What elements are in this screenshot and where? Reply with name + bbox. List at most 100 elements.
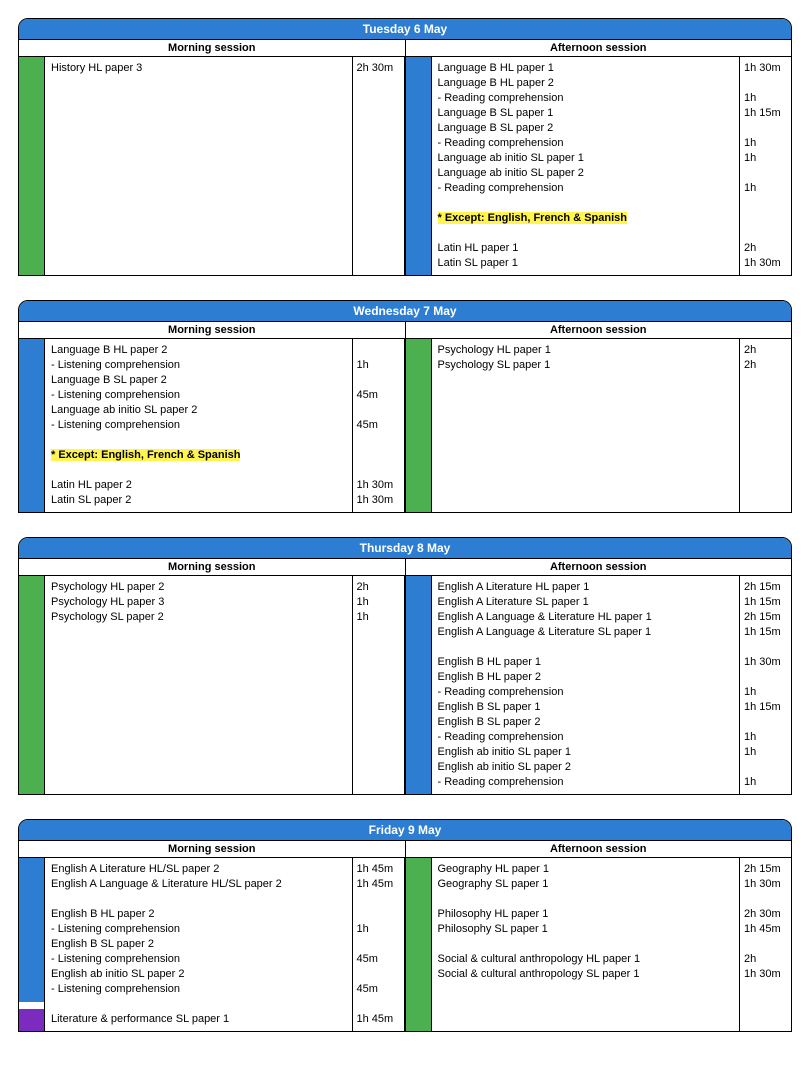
duration-column: 2h1h1h <box>352 576 404 794</box>
exam-duration: 45m <box>357 388 400 403</box>
exam-item: - Reading comprehension <box>438 91 734 106</box>
exam-duration <box>357 907 400 922</box>
content-column: English A Literature HL/SL paper 2Englis… <box>45 858 405 1031</box>
exam-duration <box>357 892 400 907</box>
exam-duration: 1h 30m <box>357 478 400 493</box>
color-segment <box>19 576 44 794</box>
color-segment <box>406 57 431 275</box>
exam-item: Psychology HL paper 1 <box>438 343 734 358</box>
session-header: Morning session <box>19 322 405 339</box>
exam-item: History HL paper 3 <box>51 61 346 76</box>
session-body: Psychology HL paper 1Psychology SL paper… <box>406 339 792 512</box>
exam-item <box>51 997 346 1012</box>
exam-duration: 1h 30m <box>744 256 787 271</box>
exam-item: - Listening comprehension <box>51 418 346 433</box>
exam-item <box>51 433 346 448</box>
exam-item: English B SL paper 2 <box>438 715 734 730</box>
exam-item: - Listening comprehension <box>51 982 346 997</box>
exam-item: English A Literature SL paper 1 <box>438 595 734 610</box>
exam-duration: 1h 45m <box>744 922 787 937</box>
exam-duration <box>744 892 787 907</box>
exam-duration <box>744 670 787 685</box>
session-body: History HL paper 3 2h 30m <box>19 57 405 275</box>
session-header: Afternoon session <box>406 841 792 858</box>
exam-duration: 1h <box>744 181 787 196</box>
exam-duration <box>357 433 400 448</box>
duration-column: 1h 45m1h 45m 1h 45m 45m 1h 45m <box>352 858 404 1031</box>
exam-duration: 2h 15m <box>744 862 787 877</box>
exam-duration: 1h 30m <box>744 967 787 982</box>
session: Afternoon sessionPsychology HL paper 1Ps… <box>405 322 792 512</box>
exam-item: Latin SL paper 2 <box>51 493 346 508</box>
exam-item: Language B HL paper 1 <box>438 61 734 76</box>
exam-item: English A Language & Literature HL/SL pa… <box>51 877 346 892</box>
exam-item: - Reading comprehension <box>438 685 734 700</box>
exam-duration: 45m <box>357 982 400 997</box>
items-column: Psychology HL paper 1Psychology SL paper… <box>432 339 740 512</box>
exam-duration <box>744 121 787 136</box>
exam-item: Language B SL paper 2 <box>438 121 734 136</box>
session-header: Morning session <box>19 40 405 57</box>
exam-item: English ab initio SL paper 2 <box>51 967 346 982</box>
exam-item: English A Language & Literature SL paper… <box>438 625 734 640</box>
color-column <box>19 576 45 794</box>
exam-item: Philosophy HL paper 1 <box>438 907 734 922</box>
exam-duration: 1h 15m <box>744 625 787 640</box>
exam-duration <box>744 211 787 226</box>
duration-column: 2h2h <box>739 339 791 512</box>
content-column: Psychology HL paper 1Psychology SL paper… <box>432 339 792 512</box>
session-header: Morning session <box>19 559 405 576</box>
exam-duration: 2h <box>744 952 787 967</box>
exam-item: English A Literature HL paper 1 <box>438 580 734 595</box>
items-column: Language B HL paper 2- Listening compreh… <box>45 339 352 512</box>
exam-duration: 45m <box>357 418 400 433</box>
exam-item: Geography HL paper 1 <box>438 862 734 877</box>
exam-duration: 1h 15m <box>744 595 787 610</box>
duration-column: 2h 30m <box>352 57 404 275</box>
items-column: Psychology HL paper 2Psychology HL paper… <box>45 576 352 794</box>
exam-item: - Listening comprehension <box>51 388 346 403</box>
exam-duration: 45m <box>357 952 400 967</box>
exam-duration: 1h 30m <box>744 655 787 670</box>
exam-duration: 2h <box>744 358 787 373</box>
exam-duration: 1h <box>357 922 400 937</box>
session-body: English A Literature HL paper 1English A… <box>406 576 792 794</box>
content-column: Geography HL paper 1Geography SL paper 1… <box>432 858 792 1031</box>
duration-column: 1h 30m 1h1h 15m 1h1h 1h 2h1h 30m <box>739 57 791 275</box>
color-column <box>406 57 432 275</box>
exam-duration <box>357 448 400 463</box>
exam-duration <box>357 997 400 1012</box>
exam-duration: 1h <box>744 136 787 151</box>
session: Afternoon sessionLanguage B HL paper 1La… <box>405 40 792 275</box>
exam-duration: 1h <box>357 358 400 373</box>
exam-item: - Listening comprehension <box>51 922 346 937</box>
color-column <box>406 576 432 794</box>
items-column: History HL paper 3 <box>45 57 352 275</box>
exam-item: Social & cultural anthropology SL paper … <box>438 967 734 982</box>
exam-duration: 2h <box>744 343 787 358</box>
exam-duration: 1h <box>744 730 787 745</box>
exam-duration: 2h <box>744 241 787 256</box>
exam-duration: 1h <box>744 775 787 790</box>
items-column: English A Literature HL/SL paper 2Englis… <box>45 858 352 1031</box>
content-column: History HL paper 3 2h 30m <box>45 57 405 275</box>
exam-duration: 2h <box>357 580 400 595</box>
exam-item: Geography SL paper 1 <box>438 877 734 892</box>
session-body: Psychology HL paper 2Psychology HL paper… <box>19 576 405 794</box>
exam-duration <box>744 76 787 91</box>
exam-duration: 1h <box>744 91 787 106</box>
exam-item: Psychology HL paper 3 <box>51 595 346 610</box>
session-body: English A Literature HL/SL paper 2Englis… <box>19 858 405 1031</box>
exam-duration: 2h 30m <box>744 907 787 922</box>
exam-item: Language B SL paper 1 <box>438 106 734 121</box>
exam-item: English B HL paper 2 <box>51 907 346 922</box>
day-block: Thursday 8 MayMorning sessionPsychology … <box>18 537 792 795</box>
day-header: Friday 9 May <box>19 820 791 841</box>
exam-item: Literature & performance SL paper 1 <box>51 1012 346 1027</box>
exam-duration: 1h 30m <box>744 877 787 892</box>
day-block: Wednesday 7 MayMorning sessionLanguage B… <box>18 300 792 513</box>
exam-item: - Reading comprehension <box>438 181 734 196</box>
exam-item: Language B HL paper 2 <box>438 76 734 91</box>
exam-item: Philosophy SL paper 1 <box>438 922 734 937</box>
color-segment <box>19 57 44 275</box>
